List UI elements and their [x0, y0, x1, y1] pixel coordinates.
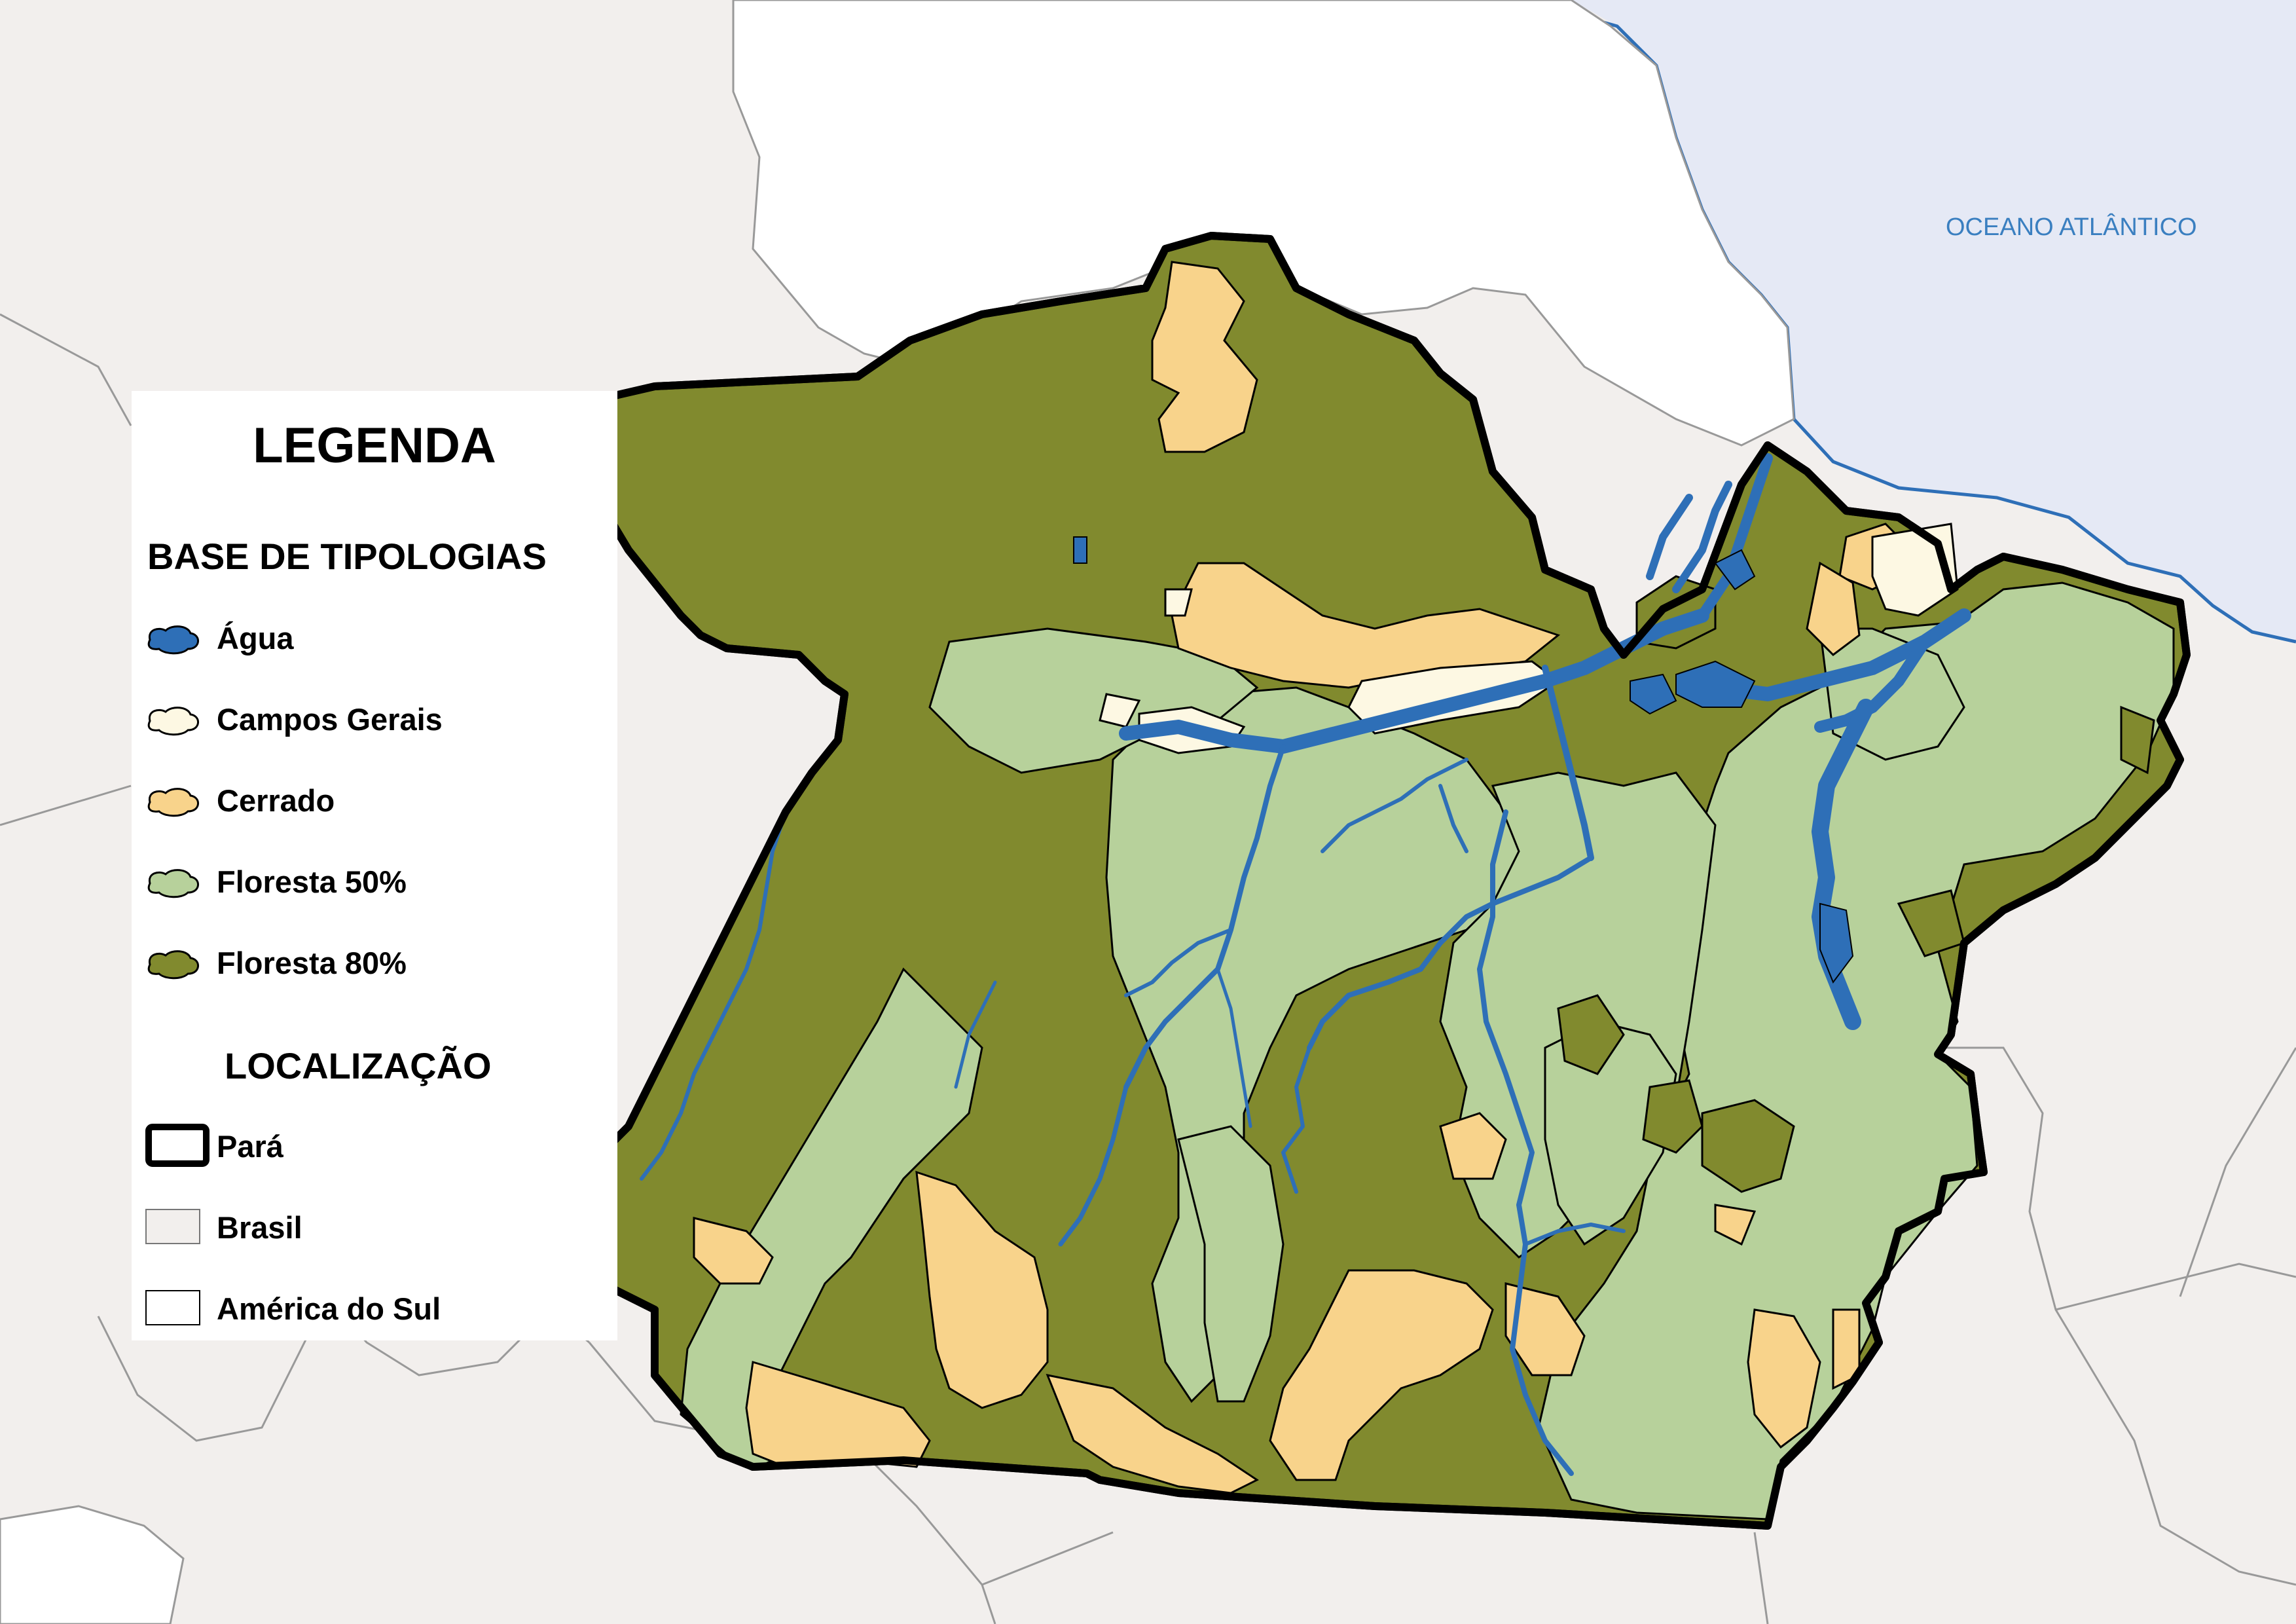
cerrado-regions: [693, 261, 1913, 1494]
campos-gerais-swatch-icon: [147, 707, 199, 736]
legend-item-campos-gerais: Campos Gerais: [217, 702, 443, 737]
ocean-label: OCEANO ATLÂNTICO: [1946, 213, 2197, 241]
legend-panel: LEGENDA BASE DE TIPOLOGIAS Água Campos G…: [132, 391, 617, 1340]
legend-item-agua: Água: [217, 621, 294, 655]
legend-item-floresta-80: Floresta 80%: [217, 946, 407, 980]
para-swatch-icon: [145, 1124, 210, 1167]
floresta-50-swatch-icon: [147, 869, 199, 898]
cerrado-swatch-icon: [147, 788, 199, 817]
south-america-north: [732, 0, 1795, 447]
legend-item-cerrado: Cerrado: [217, 783, 335, 818]
para-outline-top: [533, 232, 2191, 1530]
legend-item-para: Pará: [217, 1129, 283, 1164]
legend-item-floresta-50: Floresta 50%: [217, 864, 407, 899]
typologies-section-title: BASE DE TIPOLOGIAS: [147, 536, 547, 577]
legend-title: LEGENDA: [253, 418, 496, 473]
america-do-sul-swatch-icon: [145, 1290, 200, 1325]
floresta-50-regions: [680, 581, 2175, 1521]
atlantic-ocean: [1571, 0, 2296, 642]
legend-item-brasil: Brasil: [217, 1210, 302, 1245]
legend-item-america-do-sul: América do Sul: [217, 1291, 441, 1326]
brasil-swatch-icon: [145, 1209, 200, 1244]
floresta-80-swatch-icon: [147, 950, 199, 980]
water-rivers: [640, 453, 1971, 1476]
location-section-title: LOCALIZAÇÃO: [225, 1045, 492, 1086]
south-america-southwest: [0, 1505, 185, 1624]
water-lakes: [1073, 536, 1854, 984]
agua-swatch-icon: [147, 625, 199, 655]
